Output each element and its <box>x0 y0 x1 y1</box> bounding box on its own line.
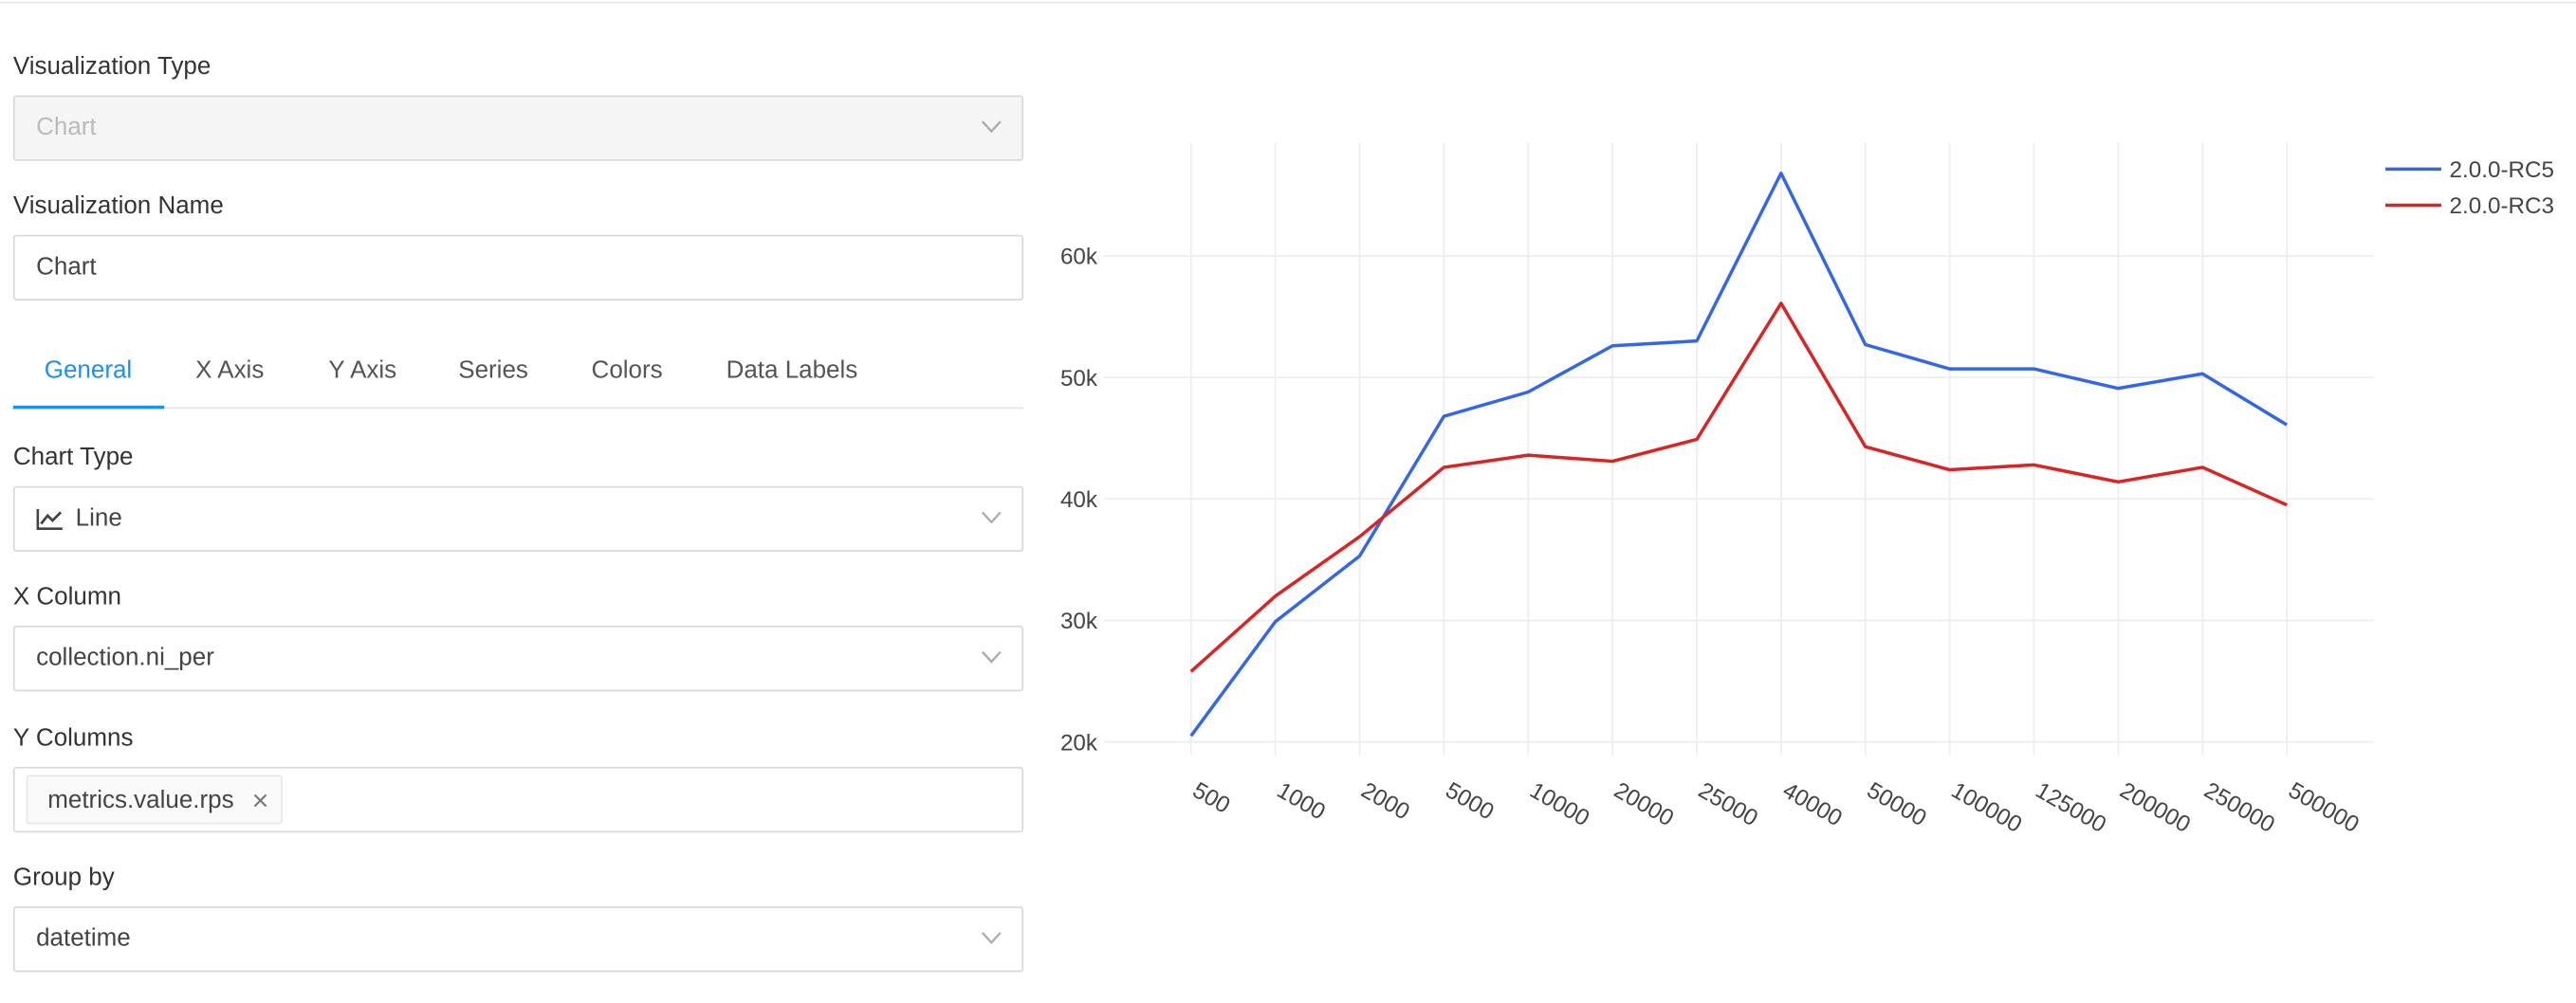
tab[interactable]: Y Axis <box>328 356 397 385</box>
x-tick-label: 250000 <box>2199 777 2279 838</box>
tag-close[interactable] <box>253 793 268 809</box>
x-tick-label: 1000 <box>1273 777 1330 825</box>
y-tick-label: 40k <box>1060 487 1098 513</box>
x-tick-label: 100000 <box>1947 777 2027 838</box>
tag: metrics.value.rps <box>26 775 283 825</box>
chevron <box>981 932 1002 944</box>
field-label: X Column <box>12 582 121 611</box>
legend-label: 2.0.0-RC3 <box>2450 193 2554 219</box>
x-tick-label: 50000 <box>1863 777 1931 831</box>
field-label: Y Columns <box>12 723 134 753</box>
tab-active[interactable]: General <box>44 356 133 385</box>
tab[interactable]: Series <box>458 356 528 385</box>
tab-ink-bar <box>12 405 165 410</box>
chevron <box>981 511 1002 524</box>
x-tick-label: 20000 <box>1610 777 1678 831</box>
chevron <box>981 650 1002 664</box>
x-tick-label: 5000 <box>1441 777 1498 825</box>
x-tick-label: 10000 <box>1525 777 1593 831</box>
select-value: Line <box>75 503 122 533</box>
multi-select[interactable]: metrics.value.rps <box>12 766 1024 833</box>
tag-text: metrics.value.rps <box>47 786 234 815</box>
line-series <box>1189 301 2288 673</box>
select-value: Chart <box>36 113 97 141</box>
select[interactable]: datetime <box>12 906 1024 973</box>
select[interactable]: Line <box>12 485 1024 552</box>
field-label: Chart Type <box>12 443 134 472</box>
x-tick-label: 25000 <box>1694 777 1762 831</box>
text-input[interactable]: Chart <box>12 234 1024 301</box>
field-label: Visualization Type <box>12 52 212 81</box>
select-disabled: Chart <box>12 95 1024 161</box>
x-tick-label: 200000 <box>2115 777 2195 838</box>
y-tick-label: 50k <box>1060 366 1098 392</box>
chevron <box>981 120 1002 134</box>
y-tick-label: 20k <box>1060 730 1098 756</box>
x-tick-label: 2000 <box>1357 777 1414 825</box>
chart: 20k 30k 40k 50k 60k 500 1000 2000 5000 10000 20000… <box>1060 142 2554 838</box>
x-tick-label: 40000 <box>1778 777 1847 831</box>
field-label: Group by <box>12 864 115 892</box>
line-chart-icon <box>36 508 63 531</box>
x-tick-label: 500000 <box>2284 777 2364 838</box>
x-tick-label: 125000 <box>2031 777 2110 838</box>
input-value: Chart <box>36 252 97 282</box>
field-label: Visualization Name <box>12 191 224 221</box>
y-tick-label: 30k <box>1060 609 1098 634</box>
select[interactable]: collection.ni_per <box>12 625 1024 692</box>
select-value: datetime <box>36 924 131 953</box>
select-value: collection.ni_per <box>36 643 214 672</box>
top-border <box>0 1 2576 4</box>
line-series <box>1189 172 2288 738</box>
y-tick-label: 60k <box>1060 245 1098 270</box>
tab[interactable]: Colors <box>591 356 663 385</box>
x-tick-label: 500 <box>1188 777 1235 819</box>
legend-label: 2.0.0-RC5 <box>2450 157 2554 183</box>
tab[interactable]: X Axis <box>195 356 265 385</box>
tab[interactable]: Data Labels <box>726 356 858 385</box>
tab-divider <box>12 407 1024 410</box>
